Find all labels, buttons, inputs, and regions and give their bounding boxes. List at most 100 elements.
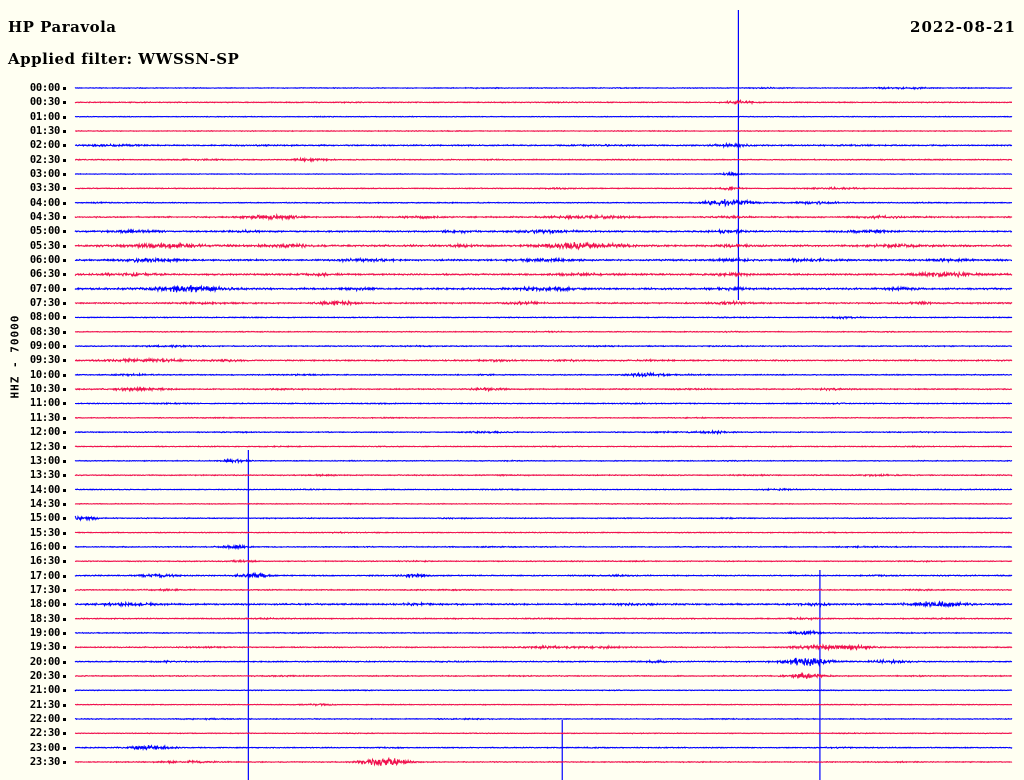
trace-0530 — [74, 241, 1013, 251]
trace-0900 — [74, 343, 1013, 349]
time-tick-0700: 07:00 — [29, 282, 60, 295]
trace-0500 — [74, 228, 1013, 236]
trace-0200 — [74, 141, 1013, 149]
trace-0100 — [74, 115, 1013, 118]
time-tick-0530: 05:30 — [29, 239, 60, 252]
time-tick-0200: 02:00 — [29, 139, 60, 152]
time-tick-2230: 22:30 — [29, 727, 60, 740]
time-tick-0800: 08:00 — [29, 311, 60, 324]
applied-filter-label: Applied filter: WWSSN-SP — [8, 50, 240, 68]
trace-2030 — [74, 671, 1012, 680]
time-tick-0130: 01:30 — [29, 125, 60, 138]
tick-mark — [63, 230, 66, 234]
tick-mark — [63, 273, 66, 277]
time-tick-1800: 18:00 — [29, 598, 60, 611]
tick-mark — [63, 345, 66, 349]
time-tick-0000: 00:00 — [29, 82, 60, 94]
trace-2100 — [74, 688, 1013, 692]
time-tick-1300: 13:00 — [29, 454, 60, 467]
trace-0830 — [74, 330, 1013, 334]
time-tick-2200: 22:00 — [29, 712, 60, 725]
tick-mark — [63, 316, 66, 320]
trace-1930 — [74, 643, 1013, 652]
tick-mark — [63, 431, 66, 435]
time-tick-0600: 06:00 — [29, 254, 60, 267]
tick-mark — [63, 717, 66, 721]
time-tick-1330: 13:30 — [29, 469, 60, 482]
tick-mark — [63, 488, 66, 492]
tick-mark — [63, 87, 66, 90]
tick-mark — [63, 732, 66, 736]
tick-mark — [63, 574, 66, 578]
tick-mark — [63, 502, 66, 506]
trace-1830 — [74, 616, 1013, 622]
trace-1400 — [74, 487, 1013, 492]
tick-mark — [63, 302, 66, 306]
time-tick-0630: 06:30 — [29, 268, 60, 281]
page-title: HP Paravola — [8, 18, 117, 36]
tick-mark — [63, 703, 66, 707]
trace-1230 — [74, 444, 1013, 449]
tick-mark — [63, 259, 66, 263]
trace-2200 — [74, 717, 1013, 721]
trace-1630 — [74, 558, 1013, 564]
trace-0130 — [75, 129, 1013, 133]
tick-mark — [63, 101, 66, 105]
trace-0930 — [74, 356, 1013, 364]
trace-2000 — [74, 657, 1013, 667]
trace-2130 — [74, 702, 1013, 707]
time-tick-0930: 09:30 — [29, 354, 60, 367]
tick-mark — [63, 588, 66, 592]
tick-mark — [63, 115, 66, 119]
trace-1900 — [74, 629, 1013, 636]
trace-2330 — [74, 756, 1013, 767]
tick-mark — [63, 531, 66, 535]
time-tick-0030: 00:30 — [29, 96, 60, 109]
time-tick-1000: 10:00 — [29, 368, 60, 381]
time-tick-2300: 23:00 — [29, 741, 60, 754]
tick-mark — [63, 474, 66, 478]
time-tick-0900: 09:00 — [29, 340, 60, 353]
time-tick-1530: 15:30 — [29, 526, 60, 539]
time-tick-1900: 19:00 — [29, 626, 60, 639]
tick-mark — [63, 445, 66, 449]
tick-mark — [63, 388, 66, 392]
time-tick-0230: 02:30 — [29, 153, 60, 166]
trace-1100 — [75, 401, 1013, 406]
tick-mark — [63, 674, 66, 678]
time-tick-1600: 16:00 — [29, 540, 60, 553]
time-tick-1100: 11:00 — [29, 397, 60, 410]
time-tick-0830: 08:30 — [29, 325, 60, 338]
tick-mark — [63, 144, 66, 148]
trace-0700 — [74, 284, 1013, 293]
trace-0730 — [74, 299, 1013, 307]
tick-mark — [63, 373, 66, 377]
tick-mark — [63, 402, 66, 406]
time-tick-0400: 04:00 — [29, 196, 60, 209]
tick-mark — [63, 416, 66, 420]
trace-0430 — [74, 213, 1013, 222]
time-tick-2100: 21:00 — [29, 684, 60, 697]
tick-mark — [63, 173, 66, 177]
tick-mark — [63, 158, 66, 162]
time-tick-0430: 04:30 — [29, 211, 60, 224]
tick-mark — [63, 617, 66, 621]
trace-1130 — [74, 416, 1013, 420]
tick-mark — [63, 760, 66, 764]
time-tick-1830: 18:30 — [29, 612, 60, 625]
trace-0330 — [74, 185, 1013, 192]
time-tick-1930: 19:30 — [29, 641, 60, 654]
time-tick-1500: 15:00 — [29, 512, 60, 525]
tick-mark — [63, 746, 66, 750]
trace-0000 — [74, 85, 1013, 91]
time-axis-tick-labels: 00:00 00:30 01:00 01:30 02:00 02:30 03:00 03:30… — [0, 0, 66, 780]
trace-0230 — [75, 156, 1013, 163]
trace-1500 — [74, 515, 1012, 522]
trace-1530 — [74, 531, 1013, 534]
trace-0400 — [74, 198, 1012, 208]
time-tick-0100: 01:00 — [29, 110, 60, 123]
trace-2300 — [75, 744, 1013, 752]
tick-mark — [63, 560, 66, 564]
